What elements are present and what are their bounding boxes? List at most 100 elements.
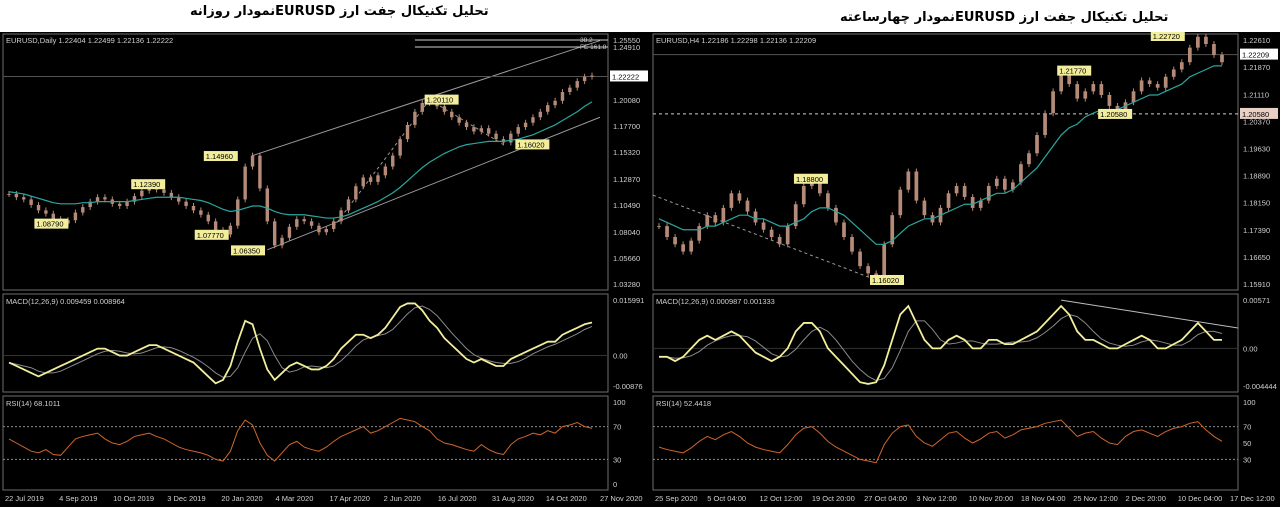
candle-body	[882, 244, 887, 281]
candle-body	[721, 207, 726, 223]
candle-body	[858, 251, 862, 267]
candle-body	[199, 210, 203, 215]
candle-body	[73, 212, 78, 221]
price-annotation-box	[870, 274, 904, 285]
candle-body	[866, 266, 870, 274]
price-annotation-box	[1057, 65, 1092, 76]
x-tick-label: 17 Dec 12:00	[1230, 494, 1275, 503]
candle-body	[761, 222, 766, 230]
candle-body	[681, 244, 685, 252]
candle-body	[753, 211, 758, 223]
candle-body	[1131, 91, 1136, 103]
candle-body	[729, 193, 734, 208]
candle-body	[81, 207, 85, 213]
candle-body	[1163, 76, 1168, 88]
price-tick-label: 1.10490	[613, 201, 640, 210]
price-annotation-label: 1.16020	[517, 140, 544, 149]
candle-body	[834, 207, 838, 223]
candle-body	[486, 128, 491, 134]
pane-border-price	[652, 33, 1239, 291]
price-annotation-label: 1.16020	[872, 276, 899, 285]
x-tick-label: 25 Sep 2020	[655, 494, 698, 503]
candle-body	[44, 210, 48, 214]
candle-body	[420, 102, 424, 112]
price-tick-label: 1.25550	[613, 36, 640, 45]
x-tick-label: 20 Jan 2020	[221, 494, 262, 503]
price-tick-label: 1.20080	[613, 96, 640, 105]
candle-body	[1051, 91, 1055, 114]
h4-chart-panel[interactable]: EURUSD,H4 1.22186 1.22298 1.22136 1.2220…	[650, 32, 1280, 507]
macd-header: MACD(12,26,9) 0.009459 0.008964	[6, 297, 125, 306]
candle-body	[272, 221, 277, 246]
moving-average-line	[8, 101, 593, 219]
candle-body	[361, 177, 365, 187]
price-annotation-label: 1.20580	[1100, 110, 1127, 119]
price-tick-label: 1.17390	[1243, 226, 1270, 235]
candle-body	[1091, 84, 1096, 92]
candle-body	[243, 166, 247, 200]
price-annotation-box	[1150, 32, 1185, 41]
candle-body	[946, 193, 951, 208]
candle-body	[184, 201, 188, 206]
candle-body	[51, 213, 55, 220]
x-tick-label: 2 Dec 20:00	[1125, 494, 1165, 503]
candle-body	[737, 193, 742, 201]
candle-body	[302, 219, 306, 222]
x-tick-label: 4 Mar 2020	[275, 494, 313, 503]
candle-body	[745, 200, 750, 212]
rsi-tick-label: 100	[613, 398, 626, 407]
candle-body	[590, 75, 594, 77]
rsi-tick-label: 70	[613, 423, 621, 432]
price-annotation-label: 1.18800	[796, 175, 823, 184]
candle-body	[464, 122, 469, 128]
x-tick-label: 31 Aug 2020	[492, 494, 534, 503]
price-tick-label: 1.03280	[613, 280, 640, 289]
candle-body	[346, 199, 351, 211]
macd-tick-label: -0.004444	[1243, 382, 1277, 391]
candle-body	[391, 155, 395, 167]
candle-body	[978, 200, 983, 208]
price-tick-label: 1.24910	[613, 43, 640, 52]
candle-body	[398, 139, 402, 156]
candle-body	[546, 105, 550, 112]
candle-body	[1187, 47, 1192, 63]
candle-body	[332, 221, 336, 229]
chart-title-daily: تحلیل تکنیکال جفت ارز EURUSDنمودار روزان…	[190, 4, 489, 19]
candle-body	[457, 117, 461, 123]
candle-body	[1107, 94, 1112, 106]
x-tick-label: 18 Nov 04:00	[1021, 494, 1066, 503]
candle-body	[1139, 80, 1144, 92]
price-annotation-box	[1098, 108, 1133, 119]
candle-body	[665, 226, 669, 238]
macd-header: MACD(12,26,9) 0.000987 0.001333	[656, 297, 775, 306]
x-tick-label: 10 Nov 20:00	[969, 494, 1014, 503]
candle-body	[140, 190, 144, 197]
current-price-label: 1.22222	[612, 72, 639, 81]
price-tick-label: 1.15910	[1243, 280, 1270, 289]
candle-body	[523, 122, 528, 128]
price-annotation-label: 1.12390	[133, 180, 160, 189]
candle-body	[793, 204, 798, 227]
pane-border-rsi	[2, 395, 609, 491]
price-annotation-box	[793, 173, 828, 184]
candle-body	[177, 197, 181, 202]
x-tick-label: 19 Oct 20:00	[812, 494, 855, 503]
daily-chart-panel[interactable]: EURUSD,Daily 1.22404 1.22499 1.22136 1.2…	[0, 32, 650, 507]
price-annotation-box	[34, 218, 69, 229]
candle-body	[1212, 44, 1216, 55]
candle-body	[324, 228, 329, 233]
price-annotation-label: 1.21770	[1059, 67, 1086, 76]
fib-level-label: 38.2	[580, 37, 593, 44]
candle-body	[258, 155, 262, 189]
candle-body	[95, 197, 100, 202]
price-tick-label: 1.21870	[1243, 63, 1270, 72]
candle-body	[1075, 84, 1080, 99]
price-annotation-label: 1.08790	[36, 220, 63, 229]
price-header: EURUSD,Daily 1.22404 1.22499 1.22136 1.2…	[6, 36, 173, 45]
candle-body	[922, 200, 927, 216]
candle-body	[1155, 84, 1160, 88]
candle-body	[801, 186, 806, 205]
x-tick-label: 3 Dec 2019	[167, 494, 205, 503]
candle-body	[368, 177, 373, 182]
candle-body	[295, 219, 299, 227]
